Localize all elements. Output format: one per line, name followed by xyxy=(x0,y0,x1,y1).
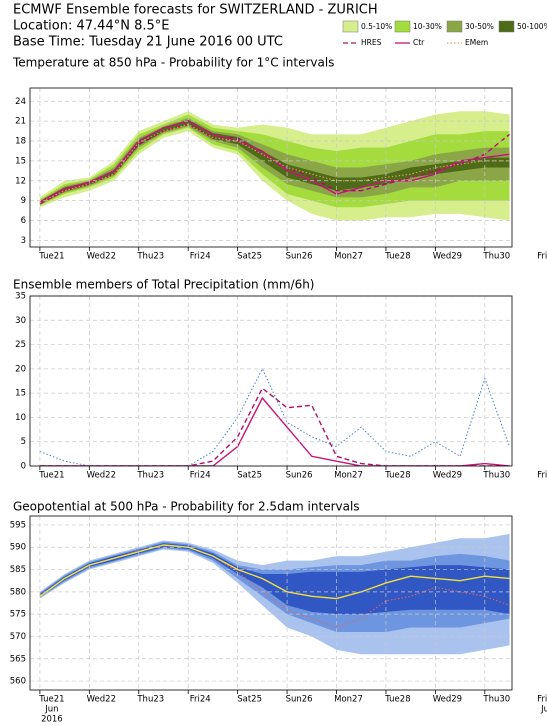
x-tick-label: Sun26 xyxy=(286,695,313,705)
y-tick-label: 585 xyxy=(10,565,26,575)
x-tick-label: Wed29 xyxy=(433,695,462,705)
y-tick-label: 18 xyxy=(15,137,26,147)
plot-area xyxy=(30,296,512,466)
x-tick-label: Tue28 xyxy=(384,252,410,262)
y-tick-label: 24 xyxy=(15,97,26,107)
x-tick-label: Mon27 xyxy=(334,471,363,481)
series-line xyxy=(39,544,510,600)
legend-swatch xyxy=(498,20,515,33)
y-tick-label: 560 xyxy=(10,677,26,687)
x-tick-label: Wed22 xyxy=(87,471,116,481)
header-title: ECMWF Ensemble forecasts for SWITZERLAND… xyxy=(13,3,378,18)
x-tick-label: Thu23 xyxy=(136,695,164,705)
legend-label: 30-50% xyxy=(465,22,494,31)
y-tick-label: 15 xyxy=(15,156,26,166)
x-tick-label: Fri 1 xyxy=(537,471,547,481)
plot-frame xyxy=(29,515,513,691)
y-tick-label: 12 xyxy=(15,176,26,186)
x-tick-label: Mon27 xyxy=(334,252,363,262)
x-tick-label: Tue21 xyxy=(38,471,64,481)
legend-label: 10-30% xyxy=(413,22,442,31)
legend-swatch xyxy=(342,20,359,33)
header-location: Location: 47.44°N 8.5°E xyxy=(13,19,169,34)
series-line xyxy=(39,367,510,466)
x-tick-label: Fri 1 xyxy=(537,252,547,262)
y-tick-label: 9 xyxy=(21,196,26,206)
header-base-time: Base Time: Tuesday 21 June 2016 00 UTC xyxy=(13,35,283,50)
legend-swatch xyxy=(446,20,463,33)
plot xyxy=(39,367,510,466)
y-tick-label: 5 xyxy=(21,437,26,447)
x-tick-label: Thu23 xyxy=(136,252,164,262)
y-tick-label: 15 xyxy=(15,389,26,399)
legend-swatch xyxy=(394,20,411,33)
x-tick-label: Mon27 xyxy=(334,695,363,705)
legend-label: 50-100% xyxy=(517,22,547,31)
chart-title: Geopotential at 500 hPa - Probability fo… xyxy=(13,500,360,514)
x-tick-label: Thu30 xyxy=(482,471,510,481)
x-tick-label: Thu23 xyxy=(136,471,164,481)
x-tick-label: Thu30 xyxy=(482,695,510,705)
y-tick-label: 20 xyxy=(15,364,26,374)
x-tick-label: Tue21 xyxy=(38,695,64,705)
y-tick-label: 0 xyxy=(21,462,26,472)
date-label: Jul xyxy=(540,705,547,715)
plot-frame xyxy=(29,295,513,467)
y-tick-label: 25 xyxy=(15,340,26,350)
x-tick-label: Sun26 xyxy=(286,471,313,481)
probability-band xyxy=(39,119,510,204)
x-tick-label: Fri24 xyxy=(190,471,211,481)
x-tick-label: Wed29 xyxy=(433,252,462,262)
plot xyxy=(39,111,510,221)
y-tick-label: 575 xyxy=(10,610,26,620)
series-line xyxy=(39,396,510,466)
x-tick-label: Tue28 xyxy=(384,471,410,481)
y-tick-label: 570 xyxy=(10,632,26,642)
y-tick-label: 6 xyxy=(21,216,26,226)
x-tick-label: Fri24 xyxy=(190,695,211,705)
chart-title: Ensemble members of Total Precipitation … xyxy=(13,278,315,292)
series-line xyxy=(39,120,510,203)
chart-title: Temperature at 850 hPa - Probability for… xyxy=(12,56,334,70)
series-line xyxy=(39,123,510,205)
y-tick-label: 595 xyxy=(10,520,26,530)
x-tick-label: Fri24 xyxy=(190,252,211,262)
x-tick-label: Tue28 xyxy=(384,695,410,705)
date-label: 2016 xyxy=(41,715,63,725)
x-tick-label: Sat25 xyxy=(237,471,262,481)
y-tick-label: 580 xyxy=(10,587,26,597)
x-tick-label: Wed22 xyxy=(87,252,116,262)
x-tick-label: Sat25 xyxy=(237,695,262,705)
y-tick-label: 3 xyxy=(21,236,26,246)
plot xyxy=(39,533,510,655)
y-tick-label: 35 xyxy=(15,292,26,302)
y-tick-label: 30 xyxy=(15,316,26,326)
y-tick-label: 10 xyxy=(15,413,26,423)
x-tick-label: Thu30 xyxy=(482,252,510,262)
x-tick-label: Wed29 xyxy=(433,471,462,481)
x-tick-label: Sun26 xyxy=(286,252,313,262)
probability-band xyxy=(39,543,510,615)
legend-label: 0.5-10% xyxy=(361,22,392,31)
legend-label: HRES xyxy=(361,38,382,47)
x-tick-label: Sat25 xyxy=(237,252,262,262)
x-tick-label: Tue21 xyxy=(38,252,64,262)
y-tick-label: 21 xyxy=(15,117,26,127)
y-tick-label: 565 xyxy=(10,654,26,664)
date-label: Jun xyxy=(44,705,58,715)
y-tick-label: 590 xyxy=(10,543,26,553)
x-tick-label: Wed22 xyxy=(87,695,116,705)
plot-frame xyxy=(29,87,513,248)
legend-label: Ctr xyxy=(413,38,425,47)
legend-label: EMem xyxy=(465,38,488,47)
x-tick-label: Fri 1 xyxy=(537,695,547,705)
